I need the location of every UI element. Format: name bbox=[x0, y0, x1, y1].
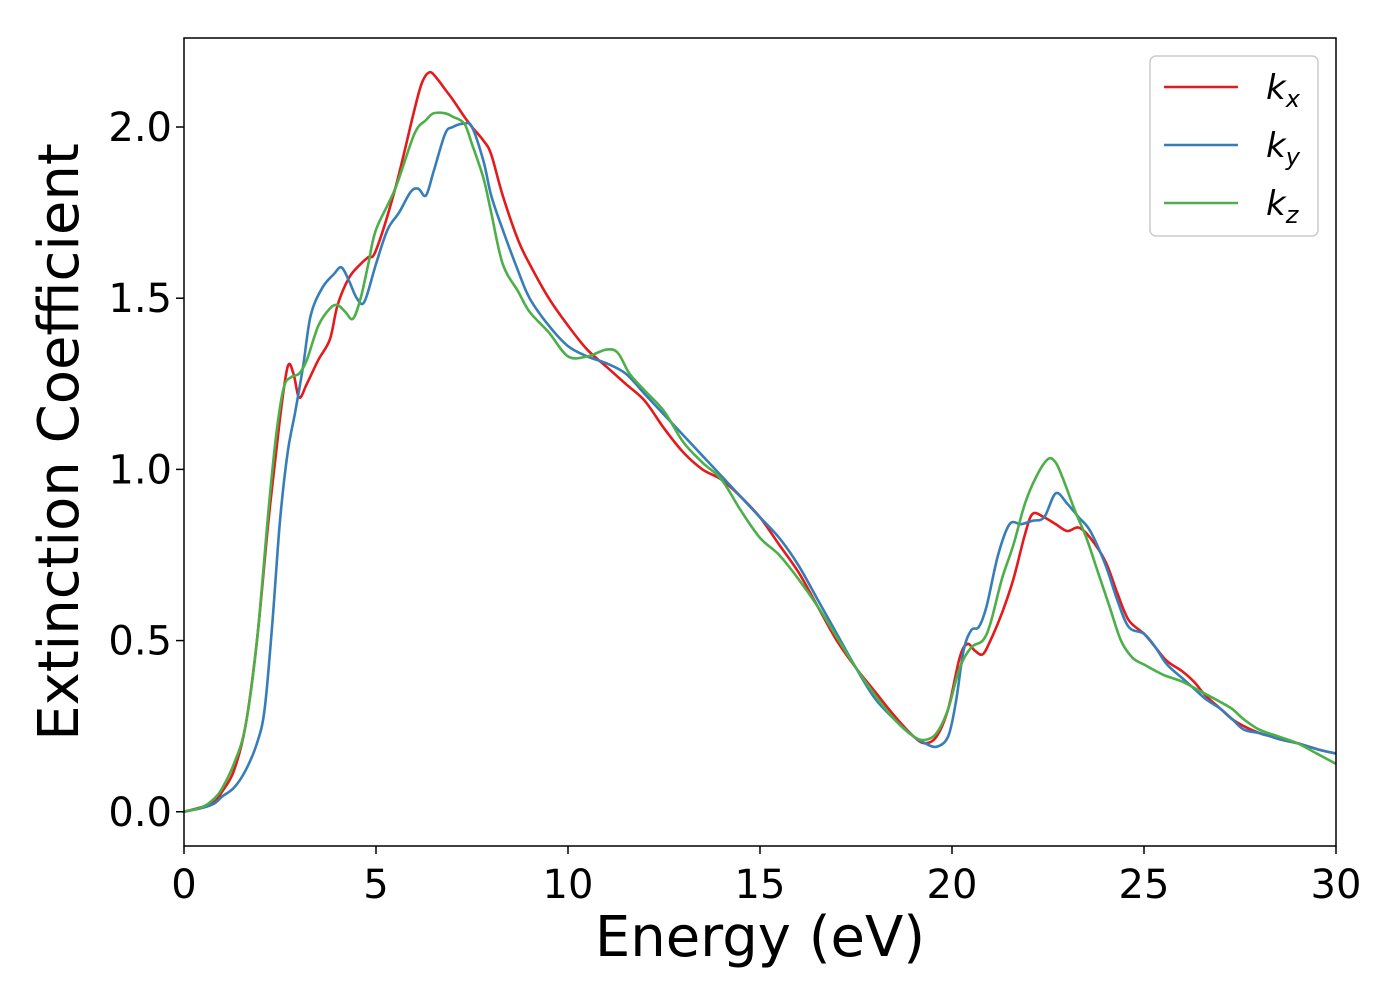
y-axis-ticks: 0.0 0.5 1.0 1.5 2.0 bbox=[108, 105, 184, 836]
x-axis-title: Energy (eV) bbox=[595, 905, 925, 970]
legend-label-ky: ky bbox=[1266, 126, 1301, 171]
y-tick-label: 0.0 bbox=[108, 790, 172, 836]
x-axis-ticks: 0 5 10 15 20 25 30 bbox=[171, 846, 1361, 908]
x-tick-label: 25 bbox=[1119, 862, 1170, 908]
y-tick-label: 0.5 bbox=[108, 619, 172, 665]
y-tick-label: 1.0 bbox=[108, 447, 172, 493]
x-tick-label: 30 bbox=[1311, 862, 1362, 908]
x-tick-label: 20 bbox=[927, 862, 978, 908]
legend-label-kx: kx bbox=[1266, 68, 1301, 113]
y-tick-label: 1.5 bbox=[108, 276, 172, 322]
x-tick-label: 5 bbox=[363, 862, 388, 908]
x-tick-label: 10 bbox=[543, 862, 594, 908]
x-tick-label: 0 bbox=[171, 862, 196, 908]
x-tick-label: 15 bbox=[735, 862, 786, 908]
series-line-ky bbox=[184, 121, 1336, 814]
series-line-kz bbox=[184, 111, 1336, 814]
y-axis-title: Extinction Coefficient bbox=[27, 143, 92, 741]
series-lines bbox=[184, 70, 1336, 814]
y-tick-label: 2.0 bbox=[108, 105, 172, 151]
